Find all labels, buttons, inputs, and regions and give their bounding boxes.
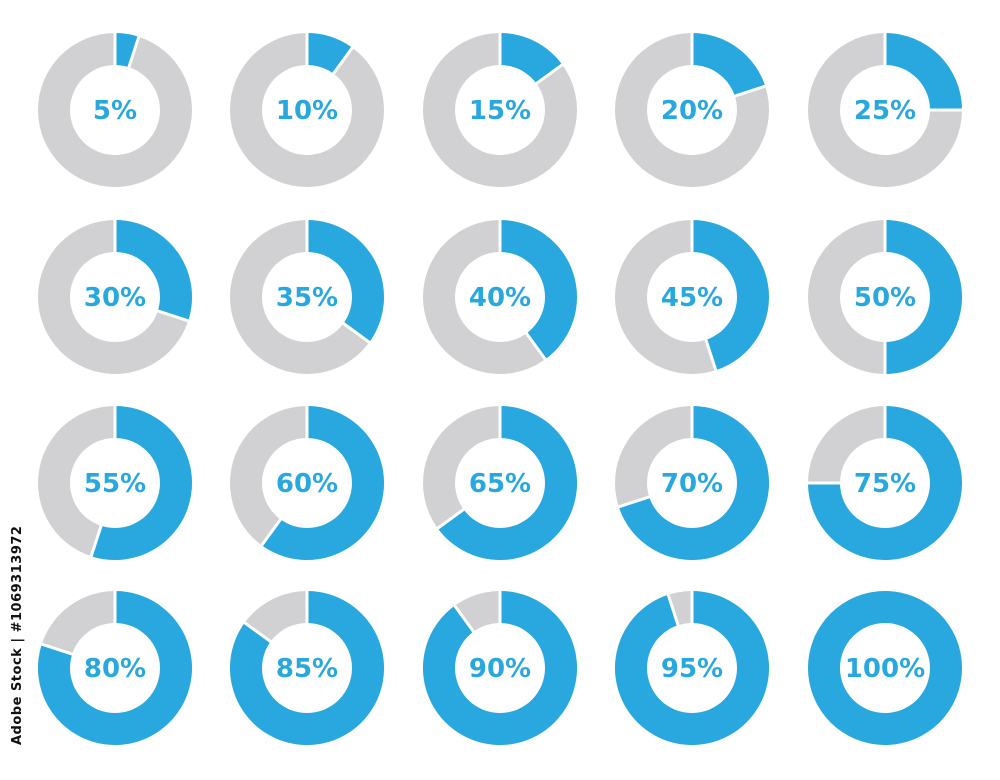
donut-hole [262,252,352,342]
donut-separator [259,516,283,548]
donut-80: 80% [38,589,193,745]
donut-45: 45% [615,218,769,374]
donut-hole [840,65,930,155]
donut-label: 70% [661,469,723,499]
donut-50: 50% [808,218,962,376]
donut-separator [39,642,75,657]
donut-95: 95% [615,589,770,745]
donut-hole [262,438,352,528]
donut-hole [455,252,545,342]
donut-20: 20% [615,31,769,187]
donut-label: 80% [84,654,146,684]
donut-hole [647,252,737,342]
donut-hole [262,623,352,713]
donut-label: 40% [469,283,531,313]
donut-60: 60% [230,404,385,560]
donut-label: 100% [845,654,925,684]
donut-separator [435,507,467,531]
donut-label: 75% [854,469,916,499]
donut-hole [840,438,930,528]
donut-label: 60% [276,469,338,499]
donut-hole [840,252,930,342]
donut-separator [155,308,191,323]
donut-separator [89,523,104,559]
donut-hole [455,65,545,155]
donut-separator [331,45,355,77]
donut-separator [732,84,768,99]
donut-label: 45% [661,283,723,313]
donut-65: 65% [423,404,578,561]
donut-10: 10% [230,31,384,187]
donut-separator [703,337,718,373]
donut-30: 30% [38,218,192,374]
donut-5: 5% [38,31,192,187]
donut-label: 95% [661,654,723,684]
donut-hole [262,65,352,155]
donut-separator [340,321,372,345]
donut-label: 90% [469,654,531,684]
donut-hole [455,623,545,713]
donut-label: 25% [854,96,916,126]
donut-hole [70,438,160,528]
donut-40: 40% [423,218,577,374]
donut-label: 55% [84,469,146,499]
donut-label: 65% [469,469,531,499]
donut-hole [70,623,160,713]
donut-label: 5% [93,96,137,126]
donut-90: 90% [423,589,578,745]
donut-label: 30% [84,283,146,313]
donut-hole [840,623,930,713]
donut-hole [70,252,160,342]
donut-separator [666,592,681,628]
donut-hole [647,438,737,528]
donut-15: 15% [423,31,577,187]
donut-hole [647,623,737,713]
donut-hole [70,65,160,155]
donut-label: 10% [276,96,338,126]
donut-70: 70% [615,404,770,560]
donut-label: 20% [661,96,723,126]
donut-label: 50% [854,283,916,313]
donut-separator [533,62,565,86]
donut-55: 55% [38,404,193,560]
stock-id-watermark: Adobe Stock | #1069313972 [10,525,25,745]
donut-100: 100% [808,591,962,745]
donut-hole [647,65,737,155]
donut-separator [524,330,548,362]
donut-separator [242,620,274,644]
donut-85: 85% [230,589,385,745]
donut-hole [455,438,545,528]
donut-separator [616,494,652,509]
donut-35: 35% [230,218,384,374]
donut-75: 75% [806,404,962,560]
donut-label: 15% [469,96,531,126]
donut-separator [452,603,476,635]
donut-label: 85% [276,654,338,684]
donut-separator [126,34,141,70]
donut-25: 25% [808,31,964,187]
donut-label: 35% [276,283,338,313]
